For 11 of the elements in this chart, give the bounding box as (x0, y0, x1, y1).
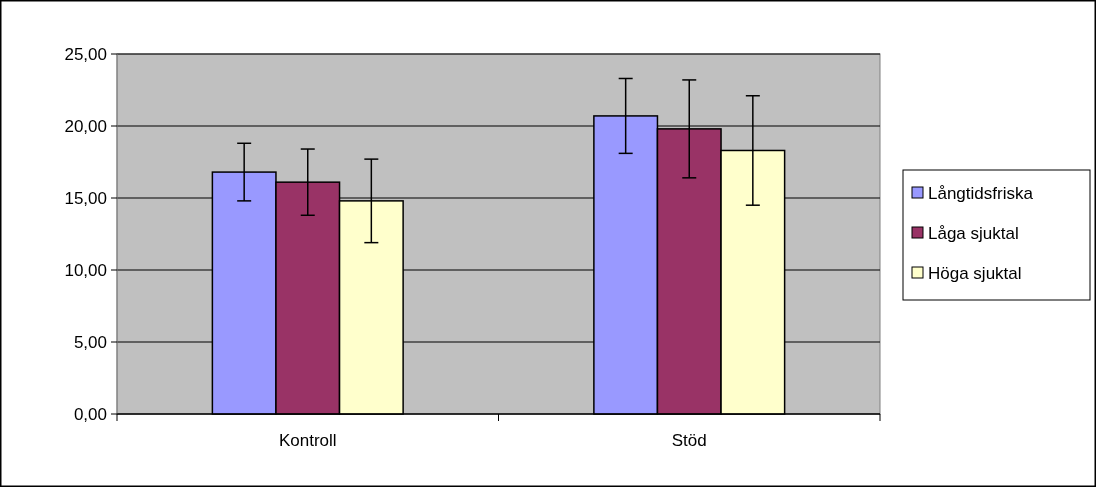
y-tick-label: 20,00 (64, 116, 107, 136)
y-tick-label: 15,00 (64, 188, 107, 208)
y-tick-label: 0,00 (73, 404, 107, 424)
y-tick-label: 5,00 (73, 332, 107, 352)
legend-label: Höga sjuktal (928, 263, 1022, 283)
y-tick-label: 25,00 (64, 44, 107, 64)
x-tick-label: Kontroll (278, 431, 337, 450)
legend-label: Långtidsfriska (928, 183, 1034, 203)
y-tick-label: 10,00 (64, 260, 107, 280)
legend-label: Låga sjuktal (928, 223, 1019, 243)
x-tick-label: Stöd (671, 431, 707, 450)
